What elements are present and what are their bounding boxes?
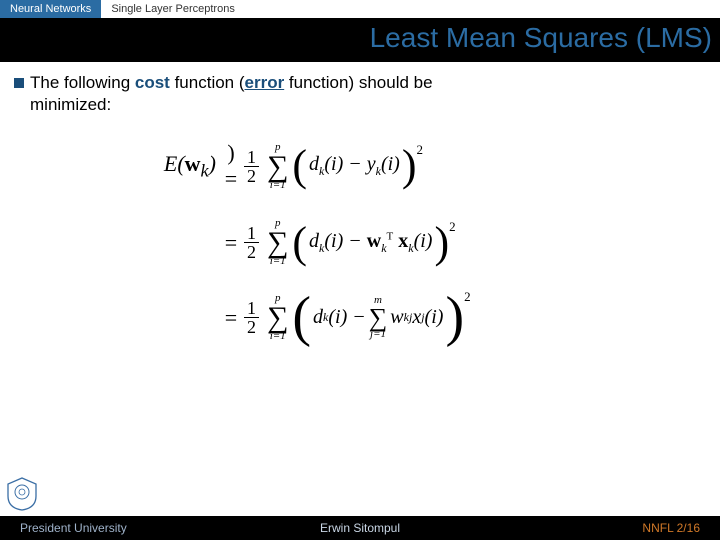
equation-lhs: E(wk) (150, 151, 222, 181)
paren-group-2: ( dk(i) − wkT xk(i) ) 2 (292, 225, 455, 260)
body-text-1: The following (30, 73, 135, 92)
title-bar: Least Mean Squares (LMS) (0, 18, 720, 62)
paren-group-3: ( dk(i) − m ∑ j=1 wkj xj(i) ) 2 (292, 295, 470, 340)
emphasis-error: error (245, 73, 285, 92)
equation-block: E(wk) ) = 1 2 p ∑ i=1 ( dk(i) − yk(i) ) … (150, 140, 570, 368)
body-text-3: function) should be (284, 73, 432, 92)
body-text-2: function ( (170, 73, 245, 92)
equation-row-2: = 1 2 p ∑ i=1 ( dk(i) − wkT xk(i) ) 2 (150, 218, 570, 267)
fraction-half-3: 1 2 (244, 299, 259, 336)
page-title: Least Mean Squares (LMS) (370, 22, 712, 54)
paren-group-1: ( dk(i) − yk(i) ) 2 (292, 148, 423, 183)
breadcrumb-bar: Neural Networks Single Layer Perceptrons (0, 0, 720, 18)
bullet-icon (14, 78, 24, 88)
equals-sign-3: = (222, 305, 240, 331)
footer-left: President University (20, 521, 127, 535)
equation-row-1: E(wk) ) = 1 2 p ∑ i=1 ( dk(i) − yk(i) ) … (150, 140, 570, 192)
summation-j: m ∑ j=1 (369, 295, 388, 340)
footer-center: Erwin Sitompul (320, 521, 400, 535)
body-text-4: minimized: (30, 95, 111, 114)
fraction-half-2: 1 2 (244, 224, 259, 261)
emphasis-cost: cost (135, 73, 170, 92)
body-paragraph: The following cost function (error funct… (0, 62, 720, 116)
footer-bar: President University Erwin Sitompul NNFL… (0, 516, 720, 540)
equals-sign-2: = (222, 230, 240, 256)
summation-i: p ∑ i=1 (267, 142, 288, 191)
fraction-half: 1 2 (244, 148, 259, 185)
university-logo-icon (6, 476, 38, 512)
equation-row-3: = 1 2 p ∑ i=1 ( dk(i) − m ∑ j=1 wkj xj(i… (150, 293, 570, 342)
footer-right: NNFL 2/16 (642, 521, 700, 535)
summation-i-3: p ∑ i=1 (267, 293, 288, 342)
equals-sign: ) = (222, 140, 240, 192)
summation-i-2: p ∑ i=1 (267, 218, 288, 267)
breadcrumb-topic: Single Layer Perceptrons (101, 0, 720, 18)
breadcrumb-course: Neural Networks (0, 0, 101, 18)
